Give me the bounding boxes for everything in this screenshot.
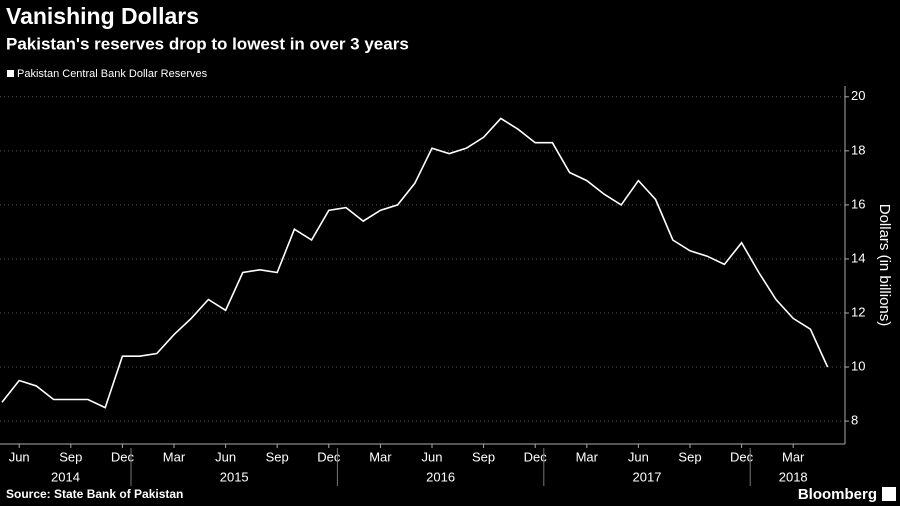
legend-swatch (7, 70, 14, 77)
legend-label: Pakistan Central Bank Dollar Reserves (17, 68, 208, 80)
y-tick-label: 18 (851, 142, 865, 157)
year-label: 2016 (426, 469, 455, 484)
x-tick-label: Dec (730, 449, 754, 464)
x-tick-label: Mar (163, 449, 186, 464)
x-tick-label: Sep (678, 449, 701, 464)
x-tick-label: Sep (59, 449, 82, 464)
brand-icon (882, 487, 896, 501)
data-line (1, 117, 829, 409)
year-label: 2017 (633, 469, 662, 484)
chart-title: Vanishing Dollars (6, 3, 199, 29)
x-tick-label: Mar (576, 449, 599, 464)
y-tick-label: 20 (851, 88, 865, 103)
y-tick-label: 10 (851, 358, 865, 373)
chart-subtitle: Pakistan's reserves drop to lowest in ov… (6, 34, 409, 53)
x-tick-label: Jun (628, 449, 649, 464)
y-tick-label: 8 (851, 413, 858, 428)
y-tick-label: 14 (851, 250, 865, 265)
x-tick-label: Mar (369, 449, 392, 464)
year-label: 2018 (779, 469, 808, 484)
y-axis-label: Dollars (in billions) (876, 204, 893, 327)
x-tick-label: Mar (782, 449, 805, 464)
y-tick-label: 12 (851, 304, 865, 319)
x-tick-label: Dec (111, 449, 135, 464)
x-tick-label: Dec (524, 449, 548, 464)
y-tick-label: 16 (851, 196, 865, 211)
brand: Bloomberg (798, 486, 877, 503)
x-tick-label: Sep (472, 449, 495, 464)
x-tick-label: Jun (215, 449, 236, 464)
year-label: 2015 (220, 469, 249, 484)
x-tick-label: Sep (266, 449, 289, 464)
x-tick-label: Jun (9, 449, 30, 464)
year-label: 2014 (51, 469, 80, 484)
x-tick-label: Jun (422, 449, 443, 464)
source: Source: State Bank of Pakistan (6, 487, 183, 501)
x-tick-label: Dec (317, 449, 341, 464)
